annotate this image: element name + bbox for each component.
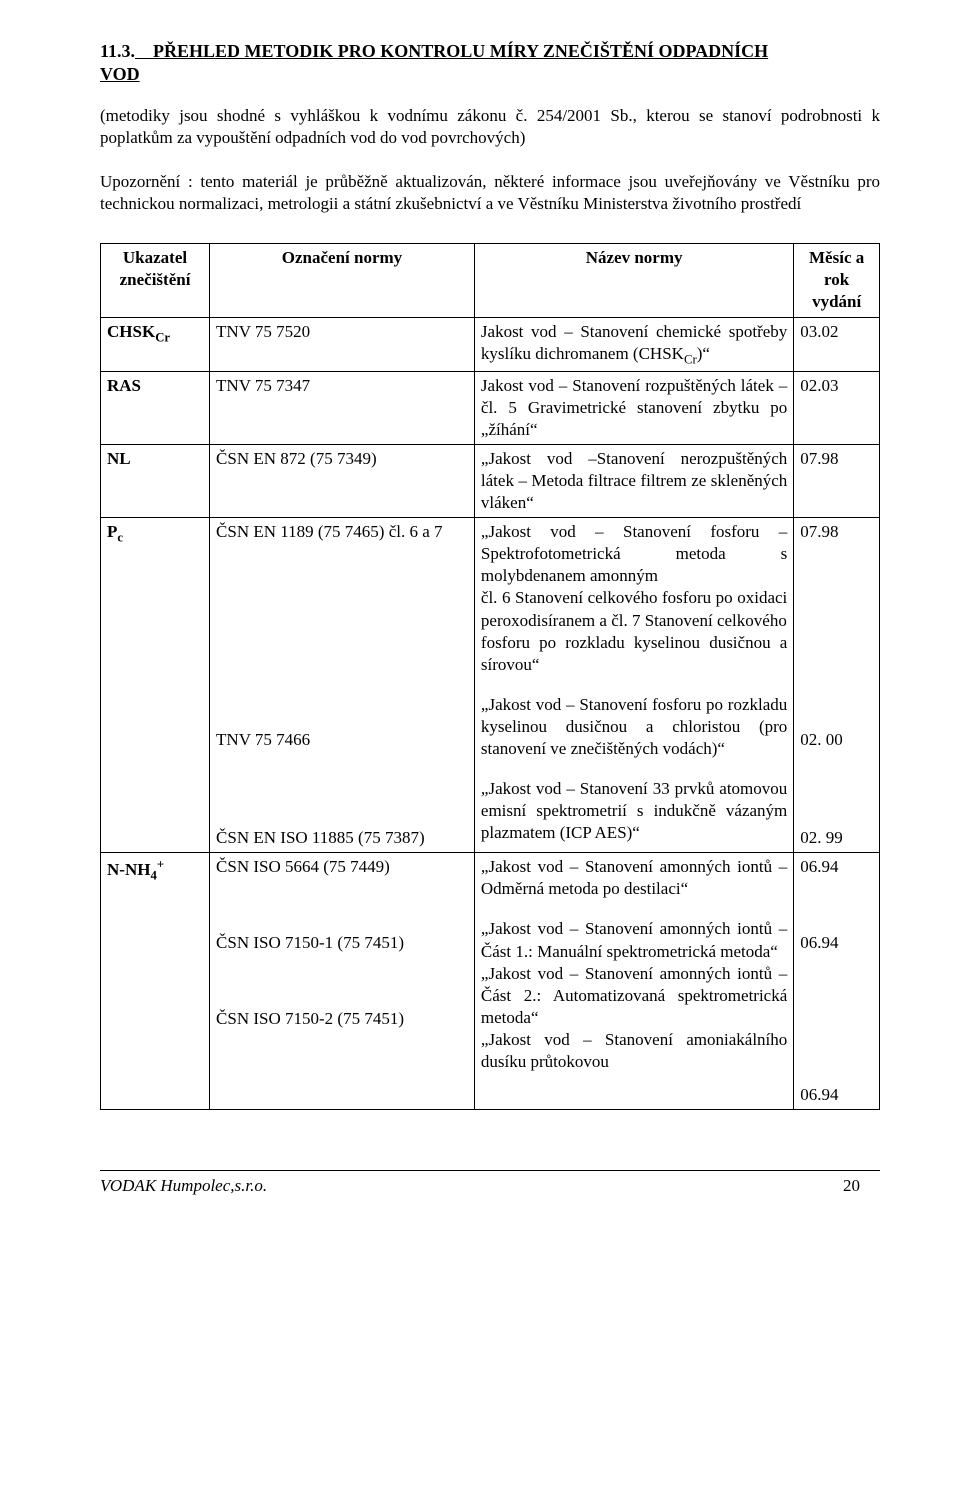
section-title-line2: VOD — [100, 64, 140, 84]
date-item: 06.94 — [800, 856, 873, 914]
page-footer: VODAK Humpolec,s.r.o. 20 — [100, 1170, 880, 1197]
section-heading: 11.3. PŘEHLED METODIK PRO KONTROLU MÍRY … — [100, 40, 880, 87]
norm-item: ČSN ISO 7150-1 (75 7451) — [216, 932, 468, 990]
table-body: CHSKCr TNV 75 7520 Jakost vod – Stanoven… — [101, 317, 880, 1110]
name-item: „Jakost vod – Stanovení amonných iontů –… — [481, 856, 787, 900]
intro-block: (metodiky jsou shodné s vyhláškou k vodn… — [100, 105, 880, 215]
cell-norm: ČSN EN 872 (75 7349) — [210, 444, 475, 517]
th-norm: Označení normy — [210, 244, 475, 317]
table-header-row: Ukazatel znečištění Označení normy Název… — [101, 244, 880, 317]
date-item: 02. 00 — [800, 729, 873, 809]
cell-norm: ČSN ISO 5664 (75 7449) ČSN ISO 7150-1 (7… — [210, 853, 475, 1110]
footer-company: VODAK Humpolec,s.r.o. — [100, 1175, 267, 1197]
cell-indicator: N-NH4+ — [101, 853, 210, 1110]
table-row: NL ČSN EN 872 (75 7349) „Jakost vod –Sta… — [101, 444, 880, 517]
intro-paragraph-2: Upozornění : tento materiál je průběžně … — [100, 171, 880, 215]
norm-item: TNV 75 7466 — [216, 729, 468, 809]
methods-table: Ukazatel znečištění Označení normy Název… — [100, 243, 880, 1110]
section-number: 11.3. — [100, 40, 135, 63]
th-indicator: Ukazatel znečištění — [101, 244, 210, 317]
cell-norm: TNV 75 7347 — [210, 371, 475, 444]
cell-name: Jakost vod – Stanovení rozpuštěných láte… — [474, 371, 793, 444]
cell-name: Jakost vod – Stanovení chemické spotřeby… — [474, 317, 793, 371]
footer-page-number: 20 — [843, 1175, 860, 1197]
cell-date: 07.98 — [794, 444, 880, 517]
norm-item: ČSN EN ISO 11885 (75 7387) — [216, 827, 468, 849]
norm-item: ČSN EN 1189 (75 7465) čl. 6 a 7 — [216, 521, 468, 711]
table-row: CHSKCr TNV 75 7520 Jakost vod – Stanoven… — [101, 317, 880, 371]
date-item: 06.94 — [800, 932, 873, 990]
cell-date: 06.94 06.94 06.94 — [794, 853, 880, 1110]
norm-item: ČSN ISO 7150-2 (75 7451) — [216, 1008, 468, 1030]
date-item: 02. 99 — [800, 827, 873, 849]
table-row: Pc ČSN EN 1189 (75 7465) čl. 6 a 7 TNV 7… — [101, 518, 880, 853]
cell-norm: ČSN EN 1189 (75 7465) čl. 6 a 7 TNV 75 7… — [210, 518, 475, 853]
cell-indicator: Pc — [101, 518, 210, 853]
norm-item: ČSN ISO 5664 (75 7449) — [216, 856, 468, 914]
date-item: 06.94 — [800, 1084, 873, 1106]
date-item: 07.98 — [800, 521, 873, 711]
section-title-line1: PŘEHLED METODIK PRO KONTROLU MÍRY ZNEČIŠ… — [153, 41, 768, 61]
cell-name: „Jakost vod – Stanovení amonných iontů –… — [474, 853, 793, 1110]
th-date: Měsíc a rok vydání — [794, 244, 880, 317]
name-item: „Jakost vod – Stanovení 33 prvků atomovo… — [481, 778, 787, 844]
cell-indicator: RAS — [101, 371, 210, 444]
name-item: „Jakost vod – Stanovení amonných iontů –… — [481, 918, 787, 1073]
th-name: Název normy — [474, 244, 793, 317]
intro-paragraph-1: (metodiky jsou shodné s vyhláškou k vodn… — [100, 105, 880, 149]
cell-indicator: CHSKCr — [101, 317, 210, 371]
cell-name: „Jakost vod – Stanovení fosforu – Spektr… — [474, 518, 793, 853]
cell-name: „Jakost vod –Stanovení nerozpuštěných lá… — [474, 444, 793, 517]
cell-date: 07.98 02. 00 02. 99 — [794, 518, 880, 853]
cell-date: 03.02 — [794, 317, 880, 371]
table-row: RAS TNV 75 7347 Jakost vod – Stanovení r… — [101, 371, 880, 444]
cell-norm: TNV 75 7520 — [210, 317, 475, 371]
cell-date: 02.03 — [794, 371, 880, 444]
name-item: „Jakost vod – Stanovení fosforu – Spektr… — [481, 521, 787, 676]
name-item: „Jakost vod – Stanovení fosforu po rozkl… — [481, 694, 787, 760]
table-row: N-NH4+ ČSN ISO 5664 (75 7449) ČSN ISO 71… — [101, 853, 880, 1110]
cell-indicator: NL — [101, 444, 210, 517]
